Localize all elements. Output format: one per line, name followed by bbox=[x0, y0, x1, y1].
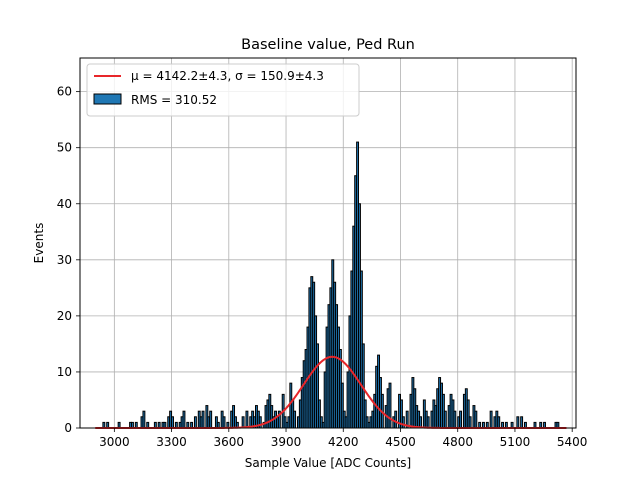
x-tick-label: 4200 bbox=[328, 435, 359, 449]
histogram-bar bbox=[182, 410, 186, 429]
y-axis-ticks: 0 10 20 30 40 50 60 bbox=[57, 85, 80, 435]
chart-title: Baseline value, Ped Run bbox=[241, 37, 415, 53]
histogram-bar bbox=[193, 416, 197, 429]
histogram-bar bbox=[497, 416, 501, 429]
histogram-bar bbox=[241, 416, 245, 429]
legend-hist-label: RMS = 310.52 bbox=[131, 93, 217, 107]
x-tick-label: 3300 bbox=[156, 435, 187, 449]
y-tick-label: 10 bbox=[57, 365, 72, 379]
legend: μ = 4142.2±4.3, σ = 150.9±4.3 RMS = 310.… bbox=[86, 63, 360, 117]
histogram-bar bbox=[209, 410, 213, 429]
histogram-bar bbox=[459, 410, 463, 429]
histogram-bar bbox=[401, 416, 405, 429]
x-tick-label: 5400 bbox=[557, 435, 588, 449]
histogram-bar bbox=[388, 382, 392, 429]
y-tick-label: 40 bbox=[57, 197, 72, 211]
y-axis-label: Events bbox=[32, 223, 46, 264]
legend-box bbox=[86, 63, 360, 117]
histogram-bar bbox=[258, 416, 262, 429]
histogram-bar bbox=[474, 410, 478, 429]
histogram-bar bbox=[171, 416, 174, 429]
x-axis-ticks: 3000 3300 3600 3900 4200 4500 4800 5100 5400 bbox=[99, 428, 587, 449]
legend-fit-label: μ = 4142.2±4.3, σ = 150.9±4.3 bbox=[131, 69, 324, 83]
histogram-bar bbox=[201, 410, 205, 429]
legend-fit-label-sigma: σ = 150.9±4.3 bbox=[235, 69, 324, 83]
histogram-bar bbox=[468, 416, 472, 429]
legend-fit-label-mu: μ = 4142.2±4.3, bbox=[131, 69, 235, 83]
x-axis-label: Sample Value [ADC Counts] bbox=[245, 456, 411, 470]
histogram-bar bbox=[394, 410, 398, 429]
histogram-bar bbox=[443, 410, 447, 429]
y-tick-label: 50 bbox=[57, 141, 72, 155]
histogram-bar bbox=[142, 410, 146, 429]
histogram-bar bbox=[453, 410, 457, 429]
histogram-bars bbox=[102, 141, 560, 429]
histogram-bar bbox=[426, 416, 430, 429]
histogram-bar bbox=[489, 410, 493, 429]
x-tick-label: 3900 bbox=[271, 435, 302, 449]
histogram-bar bbox=[516, 416, 520, 429]
x-tick-label: 4800 bbox=[442, 435, 473, 449]
x-tick-label: 3600 bbox=[214, 435, 245, 449]
histogram-bar bbox=[293, 410, 297, 429]
x-tick-label: 5100 bbox=[500, 435, 531, 449]
y-tick-label: 30 bbox=[57, 253, 72, 267]
plot-area-frame bbox=[79, 57, 577, 429]
y-tick-label: 60 bbox=[57, 85, 72, 99]
y-tick-label: 20 bbox=[57, 309, 72, 323]
legend-hist-swatch bbox=[93, 93, 122, 105]
x-tick-label: 4500 bbox=[385, 435, 416, 449]
histogram-bar bbox=[245, 410, 249, 429]
histogram-bar bbox=[520, 416, 524, 429]
histogram-bar bbox=[222, 416, 226, 429]
x-tick-label: 3000 bbox=[99, 435, 130, 449]
y-tick-label: 0 bbox=[64, 421, 72, 435]
